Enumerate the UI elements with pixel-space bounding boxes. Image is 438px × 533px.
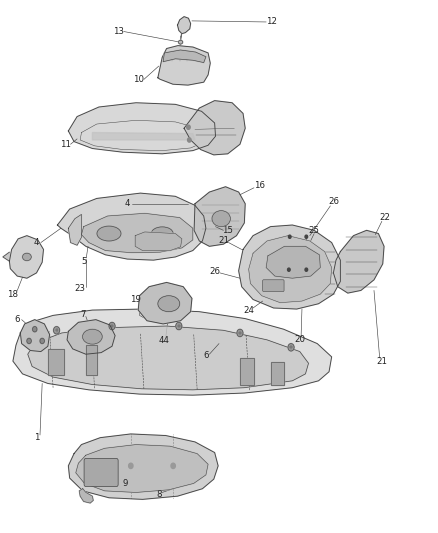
Text: 22: 22	[379, 213, 390, 222]
Polygon shape	[177, 17, 191, 34]
Polygon shape	[68, 103, 215, 154]
Polygon shape	[138, 282, 192, 324]
Text: 25: 25	[309, 226, 320, 235]
Polygon shape	[184, 101, 245, 155]
Text: 21: 21	[376, 357, 387, 366]
Text: 26: 26	[328, 197, 339, 206]
Bar	[240, 358, 254, 384]
Polygon shape	[57, 193, 206, 260]
Ellipse shape	[178, 41, 183, 44]
Polygon shape	[13, 309, 332, 395]
Circle shape	[305, 268, 307, 271]
Polygon shape	[249, 236, 332, 303]
Ellipse shape	[82, 329, 102, 344]
Circle shape	[32, 327, 37, 332]
Text: 5: 5	[82, 257, 87, 265]
Circle shape	[129, 463, 133, 469]
Text: 8: 8	[156, 489, 162, 498]
Polygon shape	[163, 50, 206, 62]
Circle shape	[237, 329, 243, 337]
Polygon shape	[76, 445, 208, 492]
Text: 15: 15	[222, 226, 233, 235]
Text: 6: 6	[203, 351, 208, 360]
Circle shape	[305, 235, 307, 238]
Polygon shape	[20, 320, 49, 352]
FancyBboxPatch shape	[263, 280, 284, 292]
Polygon shape	[239, 225, 340, 309]
Bar	[240, 358, 254, 384]
Circle shape	[288, 344, 294, 351]
Bar	[86, 345, 97, 375]
Text: 13: 13	[113, 27, 124, 36]
Text: 12: 12	[266, 18, 277, 27]
Polygon shape	[68, 434, 218, 499]
Text: 18: 18	[7, 289, 18, 298]
Polygon shape	[81, 213, 193, 253]
Polygon shape	[333, 230, 384, 293]
Text: 23: 23	[74, 284, 86, 293]
Bar	[86, 345, 97, 375]
Text: 44: 44	[159, 336, 170, 345]
Polygon shape	[3, 252, 10, 261]
Text: 10: 10	[133, 75, 144, 84]
Bar	[48, 350, 64, 375]
Polygon shape	[135, 232, 182, 251]
Ellipse shape	[97, 226, 121, 241]
Bar	[271, 362, 284, 384]
Text: 21: 21	[218, 237, 229, 246]
Circle shape	[288, 268, 290, 271]
Text: 9: 9	[123, 479, 128, 488]
Text: 6: 6	[14, 315, 20, 324]
Ellipse shape	[158, 296, 180, 312]
Circle shape	[187, 138, 191, 142]
Text: 20: 20	[294, 335, 305, 344]
Circle shape	[109, 322, 115, 330]
Ellipse shape	[151, 227, 173, 240]
Circle shape	[53, 327, 60, 334]
Text: 11: 11	[60, 140, 71, 149]
Circle shape	[27, 338, 31, 344]
Circle shape	[176, 322, 182, 330]
Text: 7: 7	[80, 310, 85, 319]
Text: 19: 19	[130, 295, 141, 304]
Polygon shape	[67, 320, 115, 354]
Text: 16: 16	[254, 181, 265, 190]
Text: 4: 4	[34, 238, 39, 247]
Circle shape	[171, 463, 175, 469]
Text: 4: 4	[124, 199, 130, 208]
FancyBboxPatch shape	[84, 458, 118, 487]
Circle shape	[288, 235, 291, 238]
Ellipse shape	[212, 211, 230, 227]
Bar	[271, 362, 284, 384]
Circle shape	[187, 125, 190, 130]
Circle shape	[40, 338, 44, 344]
Polygon shape	[28, 326, 308, 390]
Polygon shape	[92, 133, 195, 140]
Polygon shape	[68, 214, 81, 245]
Polygon shape	[158, 46, 210, 85]
Polygon shape	[10, 236, 43, 278]
Polygon shape	[194, 187, 245, 246]
Bar	[48, 350, 64, 375]
Polygon shape	[266, 246, 320, 278]
Text: 1: 1	[34, 433, 39, 442]
Polygon shape	[79, 489, 93, 503]
Text: 26: 26	[209, 268, 220, 276]
Text: 24: 24	[243, 305, 254, 314]
Ellipse shape	[22, 253, 31, 261]
